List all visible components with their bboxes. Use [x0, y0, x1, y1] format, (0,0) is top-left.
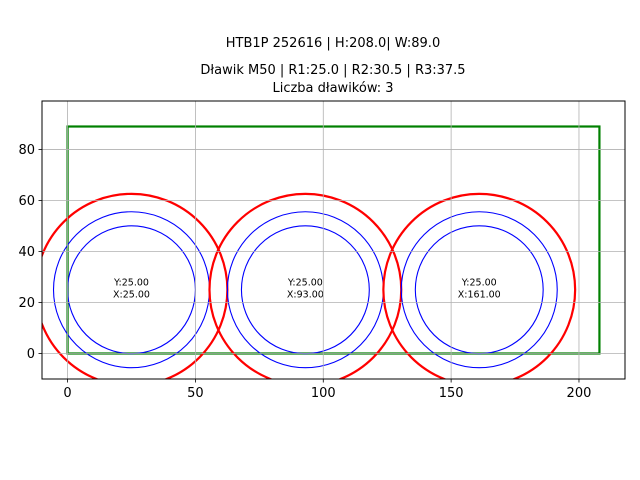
gland-circle-r37.5 [382, 192, 577, 379]
gland-label-x: X:161.00 [458, 290, 501, 301]
y-tick-label: 60 [18, 194, 35, 209]
y-tick-label: 40 [18, 245, 35, 260]
x-tick-label: 150 [439, 386, 464, 401]
y-tick-label: 0 [27, 347, 35, 362]
gland-label-y: Y:25.00 [287, 278, 323, 289]
gland-label-x: X:93.00 [287, 290, 324, 301]
x-tick-label: 50 [187, 386, 204, 401]
x-tick-label: 200 [567, 386, 592, 401]
gland-label-y: Y:25.00 [461, 278, 497, 289]
title-line-1: HTB1P 252616 | H:208.0| W:89.0 [226, 36, 440, 51]
title-line-2: Dławik M50 | R1:25.0 | R2:30.5 | R3:37.5 [200, 63, 465, 78]
gland-circle-r30.5 [400, 211, 558, 369]
x-tick-label: 100 [311, 386, 336, 401]
gland-label-y: Y:25.00 [113, 278, 149, 289]
title-line-3: Liczba dławików: 3 [272, 81, 393, 96]
axes-frame [41, 100, 626, 380]
gland-label-x: X:25.00 [113, 290, 150, 301]
x-tick-label: 0 [63, 386, 71, 401]
y-tick-label: 80 [18, 143, 35, 158]
y-tick-label: 20 [18, 296, 35, 311]
